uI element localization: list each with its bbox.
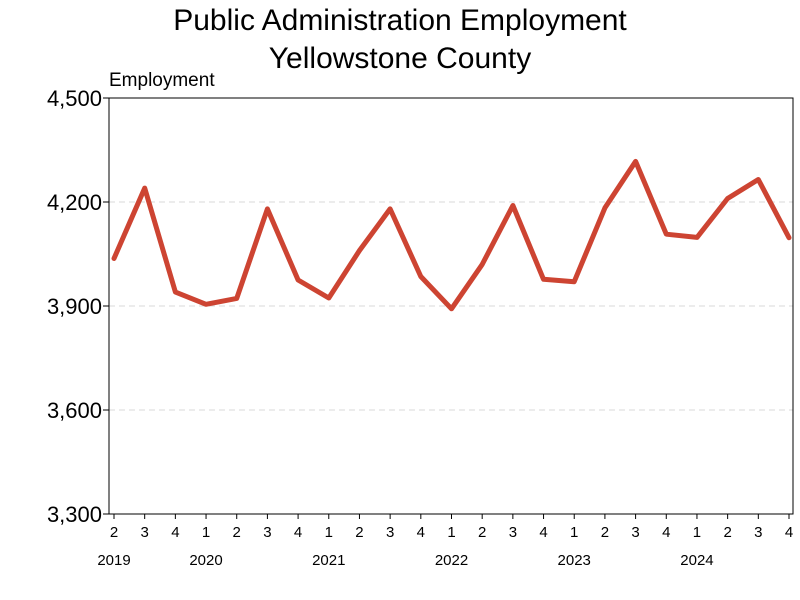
- data-point: [296, 278, 300, 282]
- year-label: 2020: [189, 552, 222, 569]
- x-tick-label: 4: [294, 524, 302, 541]
- data-point: [756, 177, 760, 181]
- year-label: 2019: [97, 552, 130, 569]
- data-point: [787, 236, 791, 240]
- year-labels: 2019 2020 2021 2022 2023 2024: [97, 552, 713, 569]
- data-point: [542, 277, 546, 281]
- x-tick-label: 2: [110, 524, 118, 541]
- data-point: [235, 296, 239, 300]
- series-line: [111, 158, 792, 312]
- data-point: [204, 302, 208, 306]
- x-tick-label: 2: [233, 524, 241, 541]
- data-point: [603, 206, 607, 210]
- chart-title: Public Administration Employment: [173, 4, 627, 37]
- data-point: [664, 232, 668, 236]
- year-label: 2023: [558, 552, 591, 569]
- x-tick-label: 3: [631, 524, 639, 541]
- year-label: 2022: [435, 552, 468, 569]
- x-tick-label: 1: [447, 524, 455, 541]
- x-tick-label: 3: [263, 524, 271, 541]
- data-point: [419, 275, 423, 279]
- y-tick-label: 3,600: [47, 398, 102, 423]
- x-tick-label: 2: [723, 524, 731, 541]
- data-point: [388, 207, 392, 211]
- y-tick-label: 4,200: [47, 190, 102, 215]
- x-tick-label: 2: [601, 524, 609, 541]
- x-tick-label: 3: [509, 524, 517, 541]
- x-tick-label: 1: [325, 524, 333, 541]
- y-axis-label: Employment: [109, 70, 215, 91]
- y-axis-ticks: 3,300 3,600 3,900 4,200 4,500: [47, 86, 109, 527]
- y-tick-label: 4,500: [47, 86, 102, 111]
- data-point: [327, 296, 331, 300]
- x-tick-label: 2: [355, 524, 363, 541]
- x-tick-label: 4: [171, 524, 179, 541]
- y-tick-label: 3,300: [47, 502, 102, 527]
- data-point: [572, 280, 576, 284]
- data-point: [357, 249, 361, 253]
- x-tick-label: 4: [785, 524, 793, 541]
- y-tick-label: 3,900: [47, 294, 102, 319]
- data-point: [112, 257, 116, 261]
- data-point: [511, 203, 515, 207]
- x-tick-label: 3: [386, 524, 394, 541]
- data-point: [173, 290, 177, 294]
- x-tick-label: 3: [141, 524, 149, 541]
- series-group: [111, 158, 792, 312]
- x-tick-label: 4: [539, 524, 547, 541]
- data-point: [450, 307, 453, 311]
- data-point: [480, 262, 484, 266]
- year-label: 2024: [680, 552, 713, 569]
- x-tick-label: 4: [417, 524, 425, 541]
- x-tick-label: 3: [754, 524, 762, 541]
- data-point: [695, 235, 699, 239]
- x-tick-label: 1: [202, 524, 210, 541]
- data-point: [143, 186, 147, 190]
- year-label: 2021: [312, 552, 345, 569]
- chart-subtitle: Yellowstone County: [269, 42, 531, 75]
- data-point: [265, 207, 269, 211]
- data-point: [726, 197, 730, 201]
- data-point: [634, 159, 638, 163]
- x-tick-label: 1: [570, 524, 578, 541]
- x-tick-label: 2: [478, 524, 486, 541]
- x-tick-label: 1: [693, 524, 701, 541]
- x-tick-label: 4: [662, 524, 670, 541]
- x-axis-ticks: 2 3 4 1 2 3 4 1 2 3 4 1 2 3 4 1 2 3 4 1 2 3 4: [110, 514, 793, 541]
